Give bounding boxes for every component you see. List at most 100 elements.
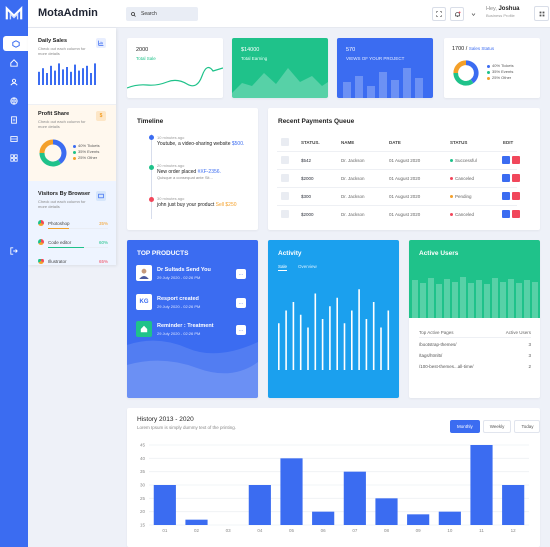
table-header: STATUS. NAME DATE STATUS EDIT — [277, 134, 517, 152]
donut-slice — [453, 60, 467, 74]
kg-badge: KG — [136, 294, 152, 310]
top-bar: MotaAdmin Search Hey, Joshua Business Pr… — [28, 0, 550, 28]
history-title: History 2013 - 2020 — [137, 416, 194, 423]
stat-value: $14000 — [241, 47, 260, 53]
nav-document-icon[interactable] — [5, 112, 23, 127]
active-users-card: Active Users Top Active Pages Active User… — [409, 240, 540, 398]
history-bar — [407, 514, 430, 525]
list-item[interactable]: /100-best-themes...all-time/2 — [419, 364, 531, 369]
payments-title: Recent Payments Queue — [278, 118, 355, 125]
tab-overview[interactable]: Overview — [298, 264, 317, 269]
user-greeting: Hey, Joshua — [486, 6, 520, 12]
delete-button[interactable] — [512, 174, 520, 182]
nav-dashboard-icon[interactable] — [3, 36, 28, 51]
profit-share-legend: 40% Tickets 35% Events 25% Other — [73, 143, 100, 161]
list-item[interactable]: /tags/html5/3 — [419, 353, 531, 358]
history-bar — [438, 511, 461, 525]
history-bar — [153, 485, 176, 525]
x-tick-label: 04 — [257, 528, 263, 533]
activity-bar — [299, 314, 302, 370]
row-checkbox[interactable] — [281, 174, 289, 182]
product-item[interactable]: Dr Sultads Send You 29 July 2020 - 02:26… — [136, 264, 258, 286]
more-button[interactable]: ... — [236, 325, 246, 335]
more-button[interactable]: ... — [236, 298, 246, 308]
browser-row-photoshop: Photoshop 35% — [38, 220, 108, 231]
select-all-checkbox[interactable] — [281, 138, 289, 146]
donut-slice — [39, 152, 61, 167]
user-info[interactable]: Hey, Joshua Business Profile — [486, 6, 519, 18]
browser-row-code-editor: Code editor 60% — [38, 239, 108, 250]
profit-share-donut — [39, 139, 67, 167]
activity-bar — [314, 293, 317, 370]
x-tick-label: 05 — [289, 528, 295, 533]
table-row: $2000 Dr. Jackson 01 August 2020 Cancele… — [277, 206, 520, 224]
notification-bell-icon[interactable] — [450, 7, 464, 21]
fullscreen-icon[interactable] — [432, 7, 446, 21]
edit-button[interactable] — [502, 210, 510, 218]
sales-status-card: 1700 / Sales Status 40% Tickets 35% Even… — [444, 38, 540, 98]
tab-sale[interactable]: Sale — [278, 264, 288, 271]
nav-grid-icon[interactable] — [5, 150, 23, 165]
edit-button[interactable] — [502, 156, 510, 164]
profit-share-subtitle: Check out each column for more details — [38, 119, 86, 129]
edit-button[interactable] — [502, 192, 510, 200]
daily-sales-bar — [94, 63, 96, 85]
timeline-item[interactable]: 10 minutes ago Youtube, a video-sharing … — [157, 135, 245, 147]
nav-user-icon[interactable] — [5, 74, 23, 89]
activity-bar — [351, 310, 353, 370]
activity-bar — [372, 302, 375, 370]
timeline-item[interactable]: 30 minutes ago john just buy your produc… — [157, 196, 237, 208]
history-subtitle: Lorem Ipsum is simply dummy text of the … — [137, 425, 237, 430]
daily-sales-bar — [50, 65, 52, 85]
today-button[interactable]: Today — [514, 420, 541, 433]
nav-globe-icon[interactable] — [5, 93, 23, 108]
sales-status-legend: 40% Tickets 35% Events 25% Other — [487, 63, 514, 81]
daily-sales-subtitle: Check out each column for more details — [38, 46, 86, 56]
product-item[interactable]: KG Resport created 29 July 2020 - 02:26 … — [136, 293, 258, 315]
sales-status-header: 1700 / Sales Status — [452, 46, 495, 52]
browser-icon — [96, 191, 106, 201]
x-tick-label: 10 — [447, 528, 453, 533]
daily-sales-bar — [70, 71, 72, 85]
nav-home-icon[interactable] — [5, 55, 23, 70]
weekly-button[interactable]: Weekly — [482, 420, 512, 433]
nav-table-icon[interactable] — [5, 131, 23, 146]
apps-grid-icon[interactable] — [534, 6, 549, 21]
timeline-item[interactable]: 20 minutes ago New order placed #XF-2356… — [157, 163, 221, 180]
more-button[interactable]: ... — [236, 269, 246, 279]
avatar — [136, 265, 152, 281]
monthly-button[interactable]: Monthly — [450, 420, 480, 433]
sidebar-panel: Daily Sales Check out each column for mo… — [28, 28, 116, 265]
delete-button[interactable] — [512, 156, 520, 164]
payments-card: Recent Payments Queue STATUS. NAME DATE … — [268, 108, 540, 230]
daily-sales-bar — [62, 69, 64, 85]
logout-icon[interactable] — [5, 243, 23, 258]
edit-button[interactable] — [502, 174, 510, 182]
delete-button[interactable] — [512, 210, 520, 218]
stat-value: 570 — [346, 47, 356, 53]
search-input[interactable]: Search — [126, 7, 198, 21]
product-item[interactable]: Reminder : Treatment 29 July 2020 - 02:2… — [136, 320, 258, 342]
list-item[interactable]: /bootstrap-themes/3 — [419, 342, 531, 347]
row-checkbox[interactable] — [281, 192, 289, 200]
history-bar — [312, 511, 335, 525]
donut-slice — [465, 60, 479, 84]
active-users-bars — [412, 277, 538, 318]
row-checkbox[interactable] — [281, 210, 289, 218]
activity-bar — [307, 327, 309, 370]
daily-sales-title: Daily Sales — [38, 38, 68, 44]
chevron-down-icon[interactable] — [466, 7, 480, 21]
stat-total-earning: $14000 Total Earning — [232, 38, 328, 98]
history-bar — [375, 498, 398, 525]
x-tick-label: 11 — [479, 528, 484, 533]
activity-bar — [292, 302, 295, 370]
row-checkbox[interactable] — [281, 156, 289, 164]
x-tick-label: 03 — [226, 528, 232, 533]
daily-sales-bar — [38, 71, 40, 85]
activity-card: Activity Sale Overview — [268, 240, 399, 398]
activity-bar — [380, 327, 382, 370]
delete-button[interactable] — [512, 192, 520, 200]
history-bar — [343, 471, 366, 525]
y-tick-label: 35 — [140, 469, 146, 474]
timeline-card: Timeline 10 minutes ago Youtube, a video… — [127, 108, 258, 230]
